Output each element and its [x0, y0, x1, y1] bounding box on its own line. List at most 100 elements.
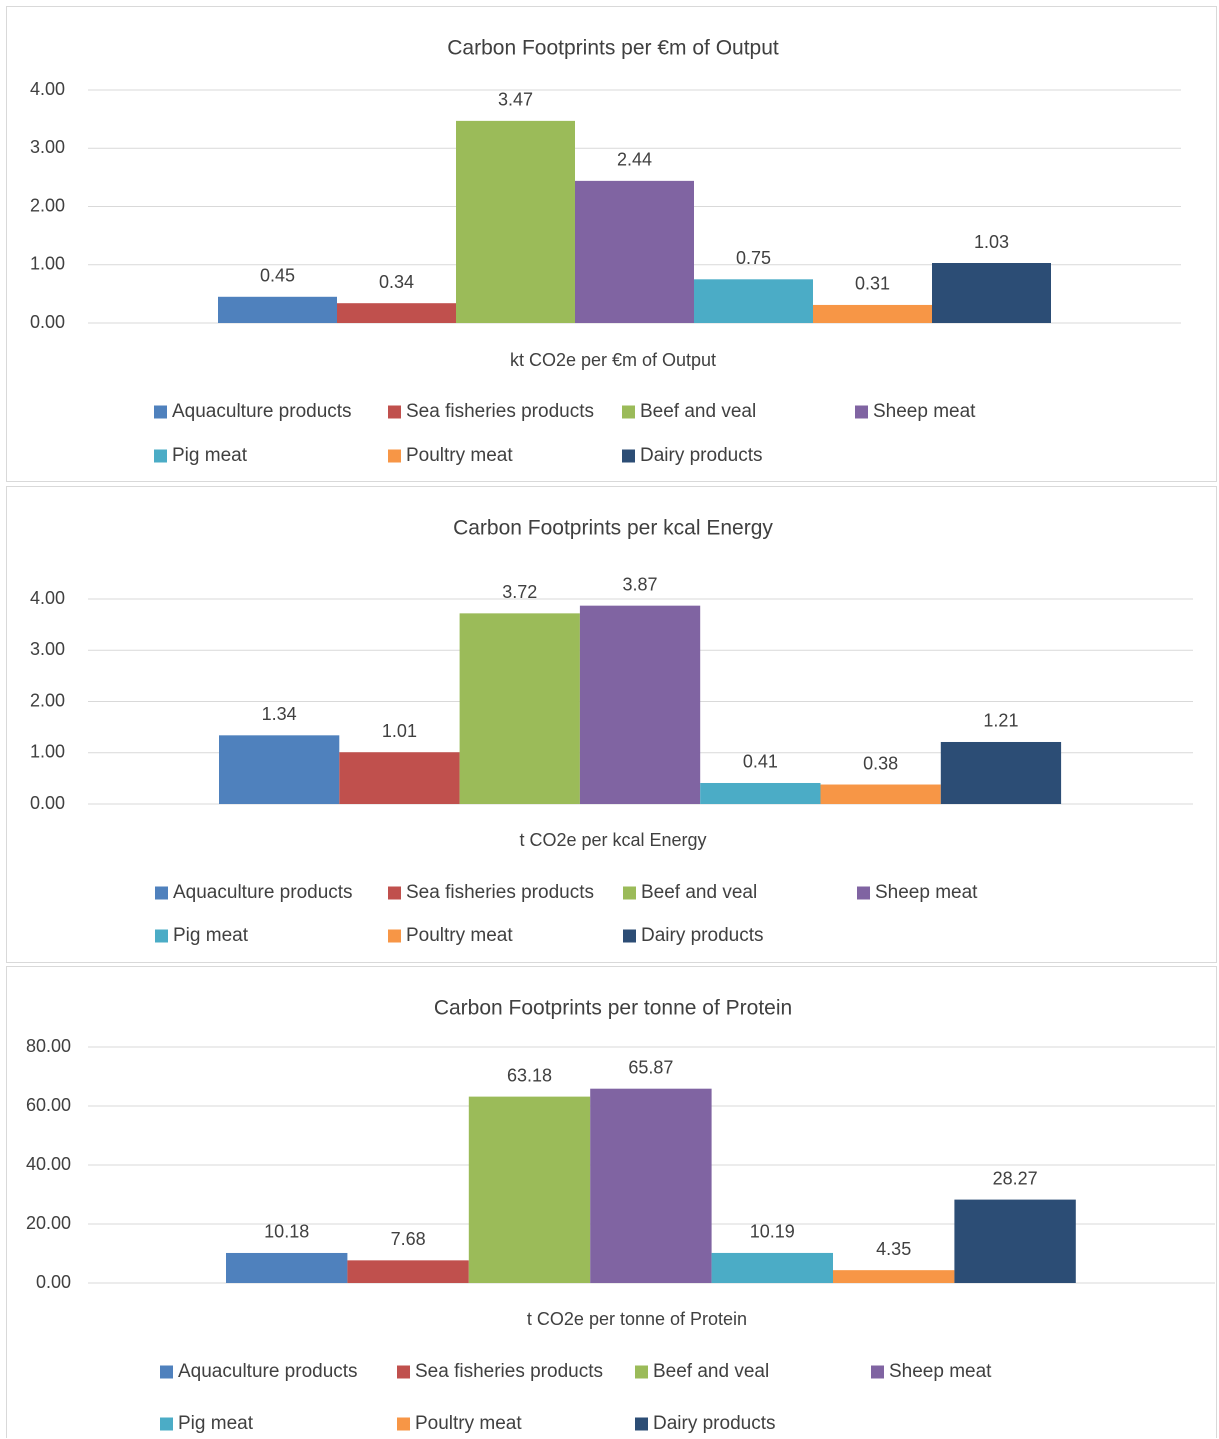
legend-item-aquaculture-products: Aquaculture products — [155, 882, 353, 903]
data-label: 3.87 — [623, 574, 658, 594]
data-label: 1.21 — [983, 711, 1018, 731]
legend-label: Dairy products — [640, 445, 763, 466]
legend-label: Dairy products — [653, 1413, 776, 1434]
legend-label: Poultry meat — [415, 1413, 522, 1434]
y-tick-label: 80.00 — [26, 1036, 71, 1056]
x-axis-label: kt CO2e per €m of Output — [510, 350, 716, 370]
bar-aquaculture-products — [218, 296, 337, 323]
legend-swatch — [155, 929, 168, 943]
y-tick-label: 0.00 — [36, 1272, 71, 1292]
legend-item-pig-meat: Pig meat — [154, 445, 248, 466]
legend-swatch — [623, 886, 636, 900]
data-label: 10.19 — [750, 1222, 795, 1242]
y-tick-label: 3.00 — [30, 137, 65, 157]
legend-label: Beef and veal — [641, 882, 757, 903]
chart-title: Carbon Footprints per €m of Output — [447, 37, 779, 60]
y-tick-label: 2.00 — [30, 195, 65, 215]
data-label: 0.34 — [379, 272, 414, 292]
bar-poultry-meat — [820, 784, 941, 804]
data-label: 10.18 — [264, 1222, 309, 1242]
data-label: 0.45 — [260, 266, 295, 286]
bar-sheep-meat — [575, 180, 694, 323]
legend-swatch — [871, 1365, 884, 1379]
bar-beef-and-veal — [468, 1096, 591, 1283]
legend-swatch — [397, 1365, 410, 1379]
chart-panel-output: Carbon Footprints per €m of Output 0.00 1.… — [6, 6, 1217, 482]
legend-item-beef-and-veal: Beef and veal — [623, 882, 757, 903]
y-tick-label: 0.00 — [30, 793, 65, 813]
legend-swatch — [154, 405, 167, 419]
legend-label: Sheep meat — [889, 1361, 992, 1382]
legend-label: Aquaculture products — [178, 1361, 358, 1382]
bar-pig-meat — [711, 1252, 833, 1283]
legend-swatch — [635, 1417, 648, 1431]
y-tick-label: 2.00 — [30, 690, 65, 710]
legend-item-beef-and-veal: Beef and veal — [635, 1361, 769, 1382]
bar-sea-fisheries-products — [337, 303, 456, 323]
legend-label: Sea fisheries products — [406, 401, 594, 422]
bar-aquaculture-products — [226, 1252, 348, 1283]
legend-swatch — [855, 405, 868, 419]
data-label: 0.41 — [743, 752, 778, 772]
legend-item-poultry-meat: Poultry meat — [397, 1413, 522, 1434]
data-label: 1.01 — [382, 721, 417, 741]
bar-sea-fisheries-products — [347, 1260, 469, 1283]
data-label: 28.27 — [993, 1168, 1038, 1188]
data-label: 1.34 — [262, 704, 297, 724]
bar-aquaculture-products — [219, 735, 340, 804]
legend-swatch — [622, 449, 635, 463]
legend-item-sheep-meat: Sheep meat — [871, 1361, 992, 1382]
legend-item-dairy-products: Dairy products — [635, 1413, 776, 1434]
y-tick-label: 40.00 — [26, 1154, 71, 1174]
bar-sheep-meat — [590, 1088, 712, 1283]
chart-title: Carbon Footprints per kcal Energy — [453, 517, 773, 540]
legend-swatch — [397, 1417, 410, 1431]
legend-label: Aquaculture products — [173, 882, 353, 903]
legend-label: Sheep meat — [875, 882, 978, 903]
data-label: 63.18 — [507, 1065, 552, 1085]
y-tick-label: 1.00 — [30, 742, 65, 762]
legend-label: Pig meat — [173, 925, 249, 946]
legend-item-sheep-meat: Sheep meat — [857, 882, 978, 903]
legend-swatch — [388, 449, 401, 463]
legend-swatch — [160, 1417, 173, 1431]
data-label: 3.72 — [502, 582, 537, 602]
legend-swatch — [635, 1365, 648, 1379]
legend-swatch — [160, 1365, 173, 1379]
data-label: 65.87 — [628, 1057, 673, 1077]
data-label: 0.75 — [736, 248, 771, 268]
data-label: 3.47 — [498, 90, 533, 110]
legend-swatch — [857, 886, 870, 900]
bar-pig-meat — [700, 782, 821, 804]
y-tick-label: 4.00 — [30, 588, 65, 608]
legend-swatch — [155, 886, 168, 900]
legend-item-sea-fisheries-products: Sea fisheries products — [388, 401, 594, 422]
legend-swatch — [388, 405, 401, 419]
bar-dairy-products — [954, 1199, 1076, 1283]
y-tick-label: 1.00 — [30, 254, 65, 274]
y-tick-label: 3.00 — [30, 639, 65, 659]
legend-label: Pig meat — [178, 1413, 254, 1434]
legend-swatch — [154, 449, 167, 463]
x-axis-label: t CO2e per kcal Energy — [519, 830, 706, 850]
legend-label: Sheep meat — [873, 401, 976, 422]
legend-item-sea-fisheries-products: Sea fisheries products — [397, 1361, 603, 1382]
legend-item-aquaculture-products: Aquaculture products — [154, 401, 352, 422]
legend-item-beef-and-veal: Beef and veal — [622, 401, 756, 422]
legend-item-sea-fisheries-products: Sea fisheries products — [388, 882, 594, 903]
data-label: 1.03 — [974, 232, 1009, 252]
legend-label: Sea fisheries products — [406, 882, 594, 903]
bar-beef-and-veal — [459, 613, 580, 804]
chart-energy: Carbon Footprints per kcal Energy 0.00 1.0… — [30, 517, 1193, 946]
legend-swatch — [622, 405, 635, 419]
legend-label: Pig meat — [172, 445, 248, 466]
legend-item-pig-meat: Pig meat — [160, 1413, 254, 1434]
bar-dairy-products — [940, 741, 1062, 804]
legend-item-poultry-meat: Poultry meat — [388, 925, 513, 946]
legend-swatch — [388, 929, 401, 943]
bar-sea-fisheries-products — [339, 752, 460, 804]
legend-label: Aquaculture products — [172, 401, 352, 422]
y-tick-label: 0.00 — [30, 312, 65, 332]
y-tick-label: 4.00 — [30, 79, 65, 99]
data-label: 0.38 — [863, 753, 898, 773]
